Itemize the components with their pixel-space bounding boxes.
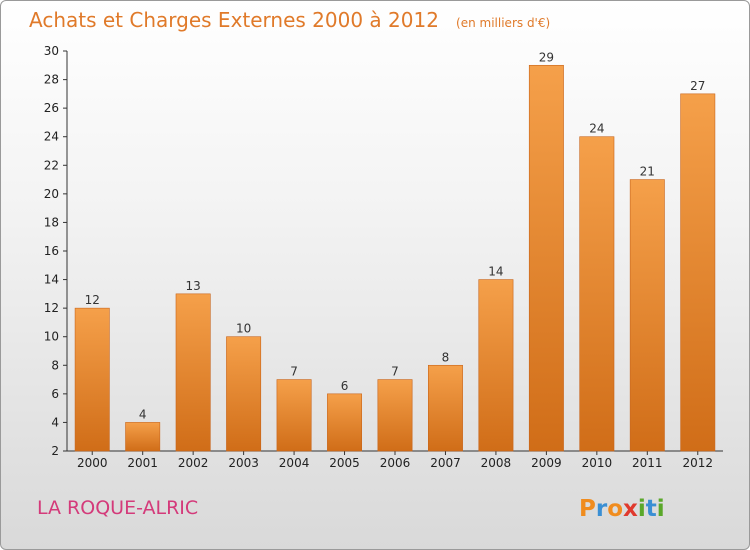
x-tick-label-2007: 2007 (430, 456, 461, 470)
value-label-2007: 8 (442, 350, 450, 364)
bar-2003 (226, 336, 262, 452)
bar-2004 (276, 379, 312, 452)
x-tick-label-2011: 2011 (632, 456, 663, 470)
y-tick-label: 4 (51, 415, 59, 429)
logo-letter: o (607, 496, 623, 522)
bar-2007 (428, 364, 463, 452)
x-tick-label-2000: 2000 (77, 456, 108, 470)
x-tick-label-2010: 2010 (582, 456, 613, 470)
x-tick-label-2002: 2002 (178, 456, 209, 470)
value-label-2005: 6 (341, 379, 349, 393)
value-label-2011: 21 (640, 165, 655, 179)
logo-letter: i (638, 496, 646, 522)
value-label-2012: 27 (690, 79, 705, 93)
bar-2005 (327, 393, 362, 452)
bar-2006 (377, 379, 413, 452)
bar-2000 (74, 307, 110, 452)
value-label-2004: 7 (290, 365, 298, 379)
logo-letter: x (623, 496, 638, 522)
x-tick-label-2008: 2008 (481, 456, 512, 470)
bar-2010 (579, 136, 615, 452)
value-label-2003: 10 (236, 322, 251, 336)
y-tick-label: 10 (44, 330, 59, 344)
y-tick-label: 8 (51, 358, 59, 372)
place-label: LA ROQUE-ALRIC (37, 497, 198, 519)
x-tick-label-2012: 2012 (682, 456, 713, 470)
value-label-2009: 29 (539, 50, 554, 64)
bar-2009 (528, 64, 564, 452)
y-tick-label: 24 (44, 130, 59, 144)
value-label-2010: 24 (589, 122, 604, 136)
bar-2008 (478, 279, 514, 452)
logo-letter: i (657, 496, 665, 522)
y-tick-label: 28 (44, 73, 59, 87)
y-tick-label: 26 (44, 101, 59, 115)
value-label-2008: 14 (488, 265, 503, 279)
logo-letter: t (646, 496, 657, 522)
chart-title: Achats et Charges Externes 2000 à 2012 (… (29, 8, 550, 32)
x-tick-label-2001: 2001 (127, 456, 158, 470)
x-tick-label-2003: 2003 (228, 456, 259, 470)
y-tick-label: 20 (44, 187, 59, 201)
value-label-2000: 12 (85, 293, 100, 307)
value-label-2002: 13 (186, 279, 201, 293)
logo-letter: r (596, 496, 608, 522)
value-label-2001: 4 (139, 407, 147, 421)
x-tick-label-2004: 2004 (279, 456, 310, 470)
y-tick-label: 16 (44, 244, 59, 258)
bars: 12 4 13 10 7 6 7 8 14 29 24 21 27 (74, 50, 716, 452)
y-tick-label: 18 (44, 215, 59, 229)
bar-2002 (175, 293, 211, 452)
y-tick-label: 14 (44, 273, 59, 287)
y-tick-label: 6 (51, 387, 59, 401)
x-tick-label-2005: 2005 (329, 456, 360, 470)
proxiti-logo: Proxiti (579, 496, 665, 522)
value-label-2006: 7 (391, 365, 399, 379)
x-tick-label-2006: 2006 (380, 456, 411, 470)
y-tick-label: 2 (51, 444, 59, 458)
y-tick-label: 30 (44, 44, 59, 58)
bar-2011 (629, 179, 665, 452)
logo-letter: P (579, 496, 596, 522)
y-tick-label: 22 (44, 158, 59, 172)
x-tick-label-2009: 2009 (531, 456, 562, 470)
y-tick-label: 12 (44, 301, 59, 315)
bar-2001 (125, 422, 161, 452)
bar-2012 (680, 93, 716, 452)
x-axis: 2000 2001 2002 2003 2004 2005 2006 2007 2008 2009… (67, 450, 723, 470)
